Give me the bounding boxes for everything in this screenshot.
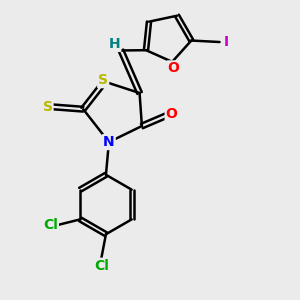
Text: I: I	[224, 35, 229, 49]
Text: S: S	[98, 73, 108, 87]
Text: Cl: Cl	[43, 218, 58, 232]
Text: O: O	[166, 107, 178, 121]
Text: Cl: Cl	[94, 259, 109, 273]
Text: H: H	[109, 37, 120, 51]
Text: S: S	[43, 100, 52, 114]
Text: N: N	[103, 135, 115, 149]
Text: O: O	[168, 61, 180, 75]
